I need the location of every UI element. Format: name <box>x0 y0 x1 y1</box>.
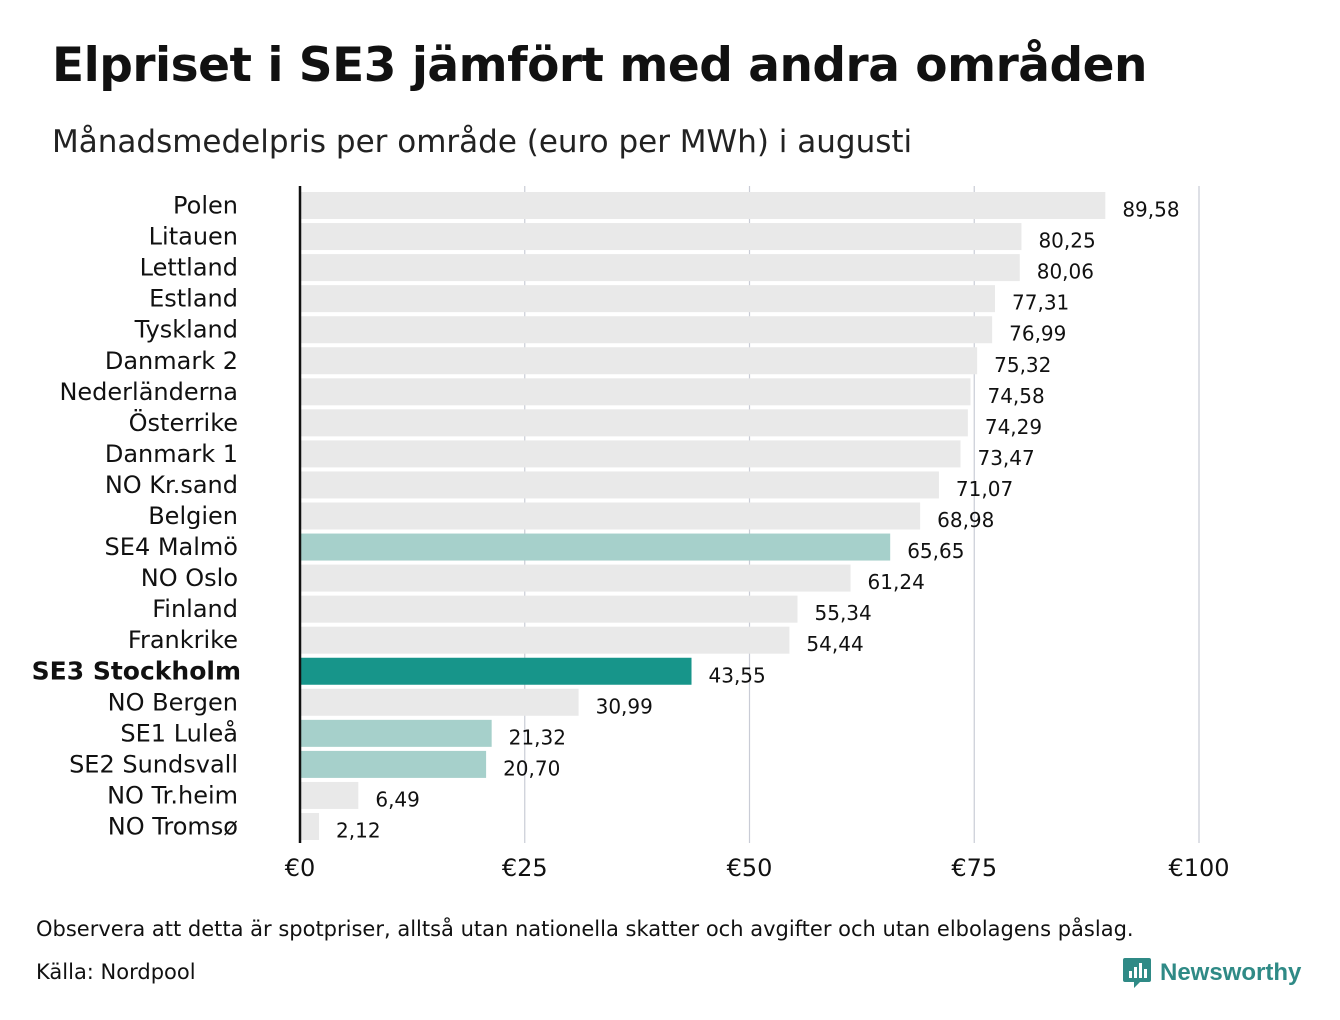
bar <box>300 223 1022 251</box>
category-label: SE1 Luleå <box>120 718 238 747</box>
category-label: NO Tr.heim <box>107 781 238 809</box>
brand-name: Newsworthy <box>1160 959 1302 986</box>
category-label: Frankrike <box>128 626 238 654</box>
value-label: 61,24 <box>868 570 925 594</box>
value-label: 6,49 <box>375 787 420 811</box>
bar <box>300 378 971 406</box>
category-label: SE4 Malmö <box>105 533 238 561</box>
bar-chart: Polen Litauen Lettland Estland Tyskland Danma… <box>32 186 1230 882</box>
category-label: Danmark 2 <box>105 347 238 375</box>
category-label: NO Oslo <box>141 564 238 592</box>
value-labels: 89,58 80,25 80,06 77,31 76,99 75,32 74,58 74,29… <box>336 198 1180 843</box>
bar <box>300 254 1020 282</box>
category-label: NO Bergen <box>108 688 238 716</box>
bar <box>300 471 939 499</box>
bar <box>300 409 968 437</box>
category-label: SE3 Stockholm <box>32 656 241 685</box>
value-label: 55,34 <box>815 601 872 625</box>
value-label: 20,70 <box>503 756 560 780</box>
newsworthy-logo-icon <box>1123 958 1151 988</box>
value-label: 89,58 <box>1122 198 1179 222</box>
bar <box>300 688 579 716</box>
value-label: 74,58 <box>987 384 1044 408</box>
value-label: 80,25 <box>1038 229 1095 253</box>
category-label: Lettland <box>140 254 238 282</box>
bar <box>300 533 891 561</box>
value-label: 2,12 <box>336 819 381 843</box>
value-label: 65,65 <box>907 539 964 563</box>
value-label: 30,99 <box>596 694 653 718</box>
footnote: Observera att detta är spotpriser, allts… <box>36 917 1134 941</box>
bar <box>300 192 1106 219</box>
bar <box>300 564 851 592</box>
x-tick-label: €0 <box>285 854 316 882</box>
bar <box>300 657 692 685</box>
bar <box>300 750 487 778</box>
value-label: 54,44 <box>806 632 863 656</box>
value-label: 80,06 <box>1037 260 1094 284</box>
x-tick-labels: €0 €25 €50 €75 €100 <box>285 854 1230 882</box>
value-label: 75,32 <box>994 353 1051 377</box>
bar <box>300 440 961 468</box>
category-label: Polen <box>173 192 238 220</box>
value-label: 43,55 <box>709 663 766 687</box>
chart-subtitle: Månadsmedelpris per område (euro per MWh… <box>52 124 913 160</box>
x-tick-label: €100 <box>1168 854 1229 882</box>
value-label: 68,98 <box>937 508 994 532</box>
category-label: Estland <box>149 285 238 313</box>
category-label: Danmark 1 <box>105 440 238 468</box>
value-label: 21,32 <box>509 725 566 749</box>
bars <box>300 192 1106 840</box>
value-label: 71,07 <box>956 477 1013 501</box>
category-label: Finland <box>152 595 238 623</box>
category-label: Tyskland <box>134 316 238 344</box>
x-tick-label: €25 <box>502 854 548 882</box>
value-label: 77,31 <box>1012 291 1069 315</box>
bar <box>300 595 798 623</box>
bar <box>300 781 359 809</box>
category-label: SE2 Sundsvall <box>69 750 238 778</box>
value-label: 74,29 <box>985 415 1042 439</box>
x-tick-label: €50 <box>727 854 773 882</box>
value-label: 73,47 <box>977 446 1034 470</box>
bar <box>300 285 996 313</box>
category-label: NO Tromsø <box>108 813 238 841</box>
chart-title: Elpriset i SE3 jämfört med andra områden <box>52 38 1147 93</box>
source-label: Källa: Nordpool <box>36 960 196 984</box>
bar <box>300 813 320 840</box>
category-label: Belgien <box>148 502 238 530</box>
bar <box>300 719 492 747</box>
value-label: 76,99 <box>1009 322 1066 346</box>
bar <box>300 626 790 654</box>
category-label: Litauen <box>149 223 238 251</box>
brand-logo[interactable]: Newsworthy <box>1122 955 1301 991</box>
bar <box>300 347 978 375</box>
bar <box>300 502 921 530</box>
category-label: NO Kr.sand <box>105 471 238 499</box>
category-label: Österrike <box>129 408 238 437</box>
category-label: Nederländerna <box>59 378 238 406</box>
x-tick-label: €75 <box>951 854 997 882</box>
bar <box>300 316 993 344</box>
category-labels: Polen Litauen Lettland Estland Tyskland Danma… <box>32 192 241 841</box>
